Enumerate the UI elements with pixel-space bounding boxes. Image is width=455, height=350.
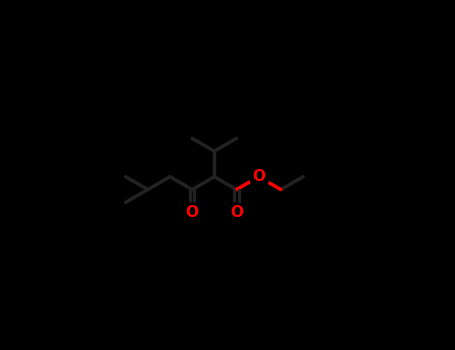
Text: O: O [186, 205, 199, 219]
Text: O: O [252, 169, 265, 184]
Text: O: O [230, 205, 243, 219]
